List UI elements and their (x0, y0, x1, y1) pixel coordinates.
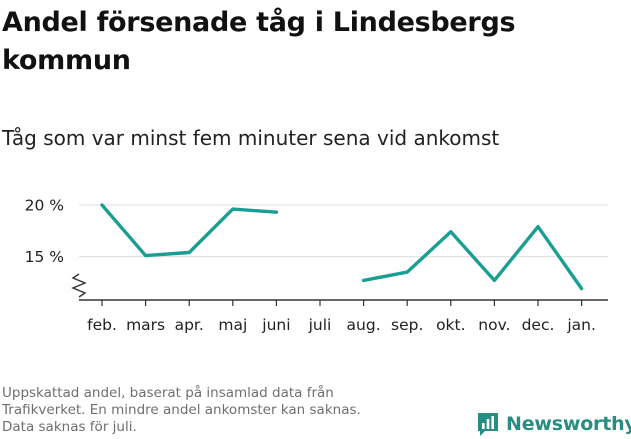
x-tick-label: maj (218, 316, 247, 334)
series-lines (100, 203, 584, 291)
y-tick-label: 15 % (25, 248, 64, 266)
gridlines (79, 204, 608, 258)
x-tick-label: dec. (522, 316, 555, 334)
axis-break-zigzag (71, 273, 87, 298)
x-tick-label: sep. (391, 316, 423, 334)
x-tick-label: nov. (478, 316, 510, 334)
x-tick-label: jan. (566, 316, 596, 334)
x-axis-labels: feb. mars apr. maj juni juli aug. sep. okt. nov. d… (87, 316, 596, 334)
x-tick-label: aug. (347, 316, 381, 334)
series-line (361, 224, 584, 291)
x-tick-label: apr. (175, 316, 204, 334)
x-tick-label: juni (261, 316, 290, 334)
series-line (100, 203, 279, 258)
footnote: Uppskattad andel, baserat på insamlad da… (2, 385, 442, 436)
axis-break-icon (71, 273, 87, 298)
footnote-line: Trafikverket. En mindre andel ankomster … (2, 402, 361, 418)
x-tick-label: mars (126, 316, 165, 334)
y-axis-labels: 15 % 20 % (25, 197, 64, 267)
x-tick-label: juli (308, 316, 332, 334)
newsworthy-logo: Newsworthy (476, 409, 631, 439)
bar-chart-bubble-icon (478, 413, 498, 436)
x-tick-label: feb. (87, 316, 117, 334)
footnote-line: Uppskattad andel, baserat på insamlad da… (2, 385, 334, 401)
y-tick-label: 20 % (25, 197, 64, 215)
footnote-line: Data saknas för juli. (2, 419, 137, 435)
x-tick-label: okt. (436, 316, 465, 334)
brand-name: Newsworthy (506, 413, 631, 435)
chart-subtitle: Tåg som var minst fem minuter sena vid a… (2, 126, 500, 150)
x-axis (79, 299, 608, 306)
chart-title: Andel försenade tåg i Lindesbergs kommun (2, 7, 516, 76)
